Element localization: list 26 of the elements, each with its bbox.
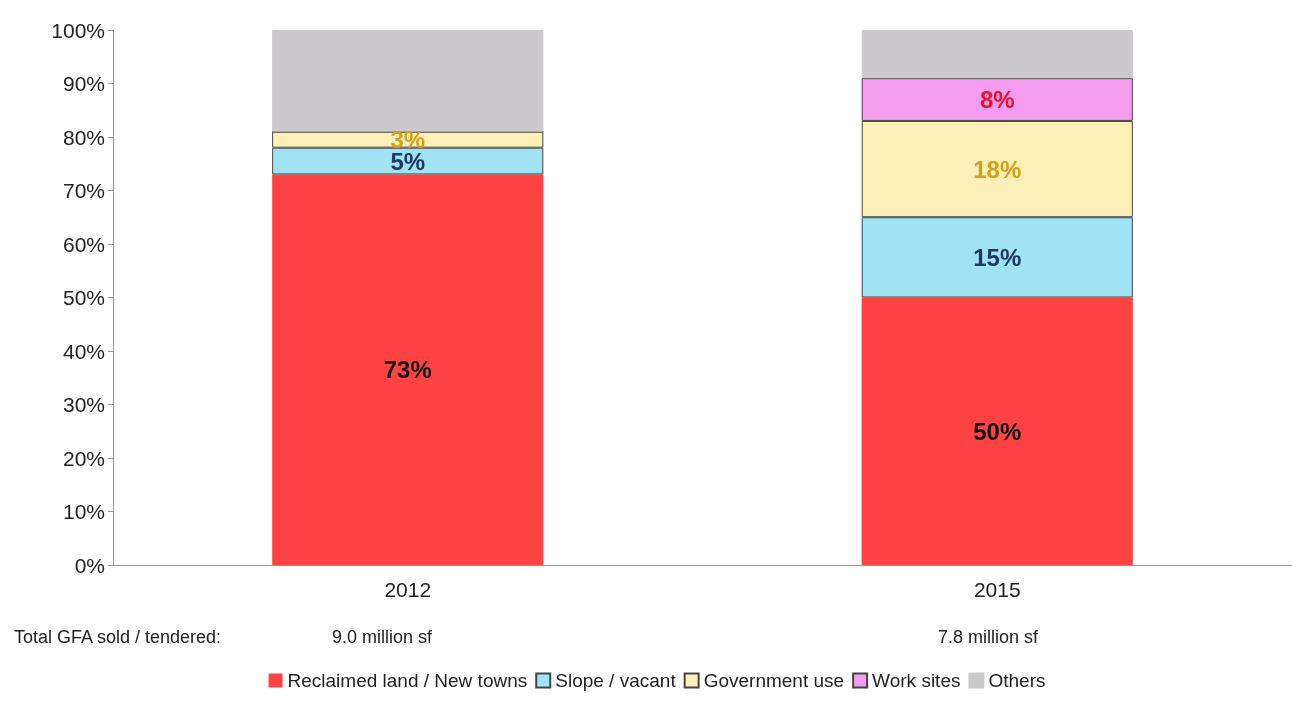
- data-label: 50%: [973, 417, 1022, 445]
- x-tick-label: 2015: [973, 578, 1021, 601]
- y-tick-label: 10%: [62, 500, 105, 523]
- y-tick-label: 20%: [62, 446, 105, 470]
- y-tick-label: 90%: [62, 72, 105, 95]
- y-tick-label: 50%: [62, 286, 105, 309]
- data-label: 8%: [979, 86, 1015, 114]
- text: 9.0 million sf: [332, 627, 434, 647]
- y-tick-label: 60%: [62, 232, 105, 256]
- y-tick-label: 0%: [74, 553, 105, 577]
- y-tick-label: 30%: [62, 393, 105, 416]
- y-tick-label: 40%: [62, 339, 105, 363]
- legend-label: Work sites: [872, 670, 961, 691]
- y-tick-label: 80%: [62, 125, 105, 149]
- x-tick-label: 2012: [384, 578, 432, 601]
- data-label: 15%: [973, 243, 1022, 271]
- legend-label: Government use: [703, 670, 845, 691]
- y-tick-label: 70%: [62, 179, 105, 202]
- data-label: 18%: [973, 155, 1022, 183]
- text: 7.8 million sf: [938, 627, 1040, 647]
- legend-label: Reclaimed land / New towns: [287, 670, 528, 691]
- text: Total GFA sold / tendered:: [14, 627, 222, 647]
- legend-label: Others: [988, 670, 1046, 691]
- data-label: 73%: [383, 356, 432, 384]
- y-tick-label: 100%: [51, 18, 105, 42]
- legend-label: Slope / vacant: [555, 670, 677, 691]
